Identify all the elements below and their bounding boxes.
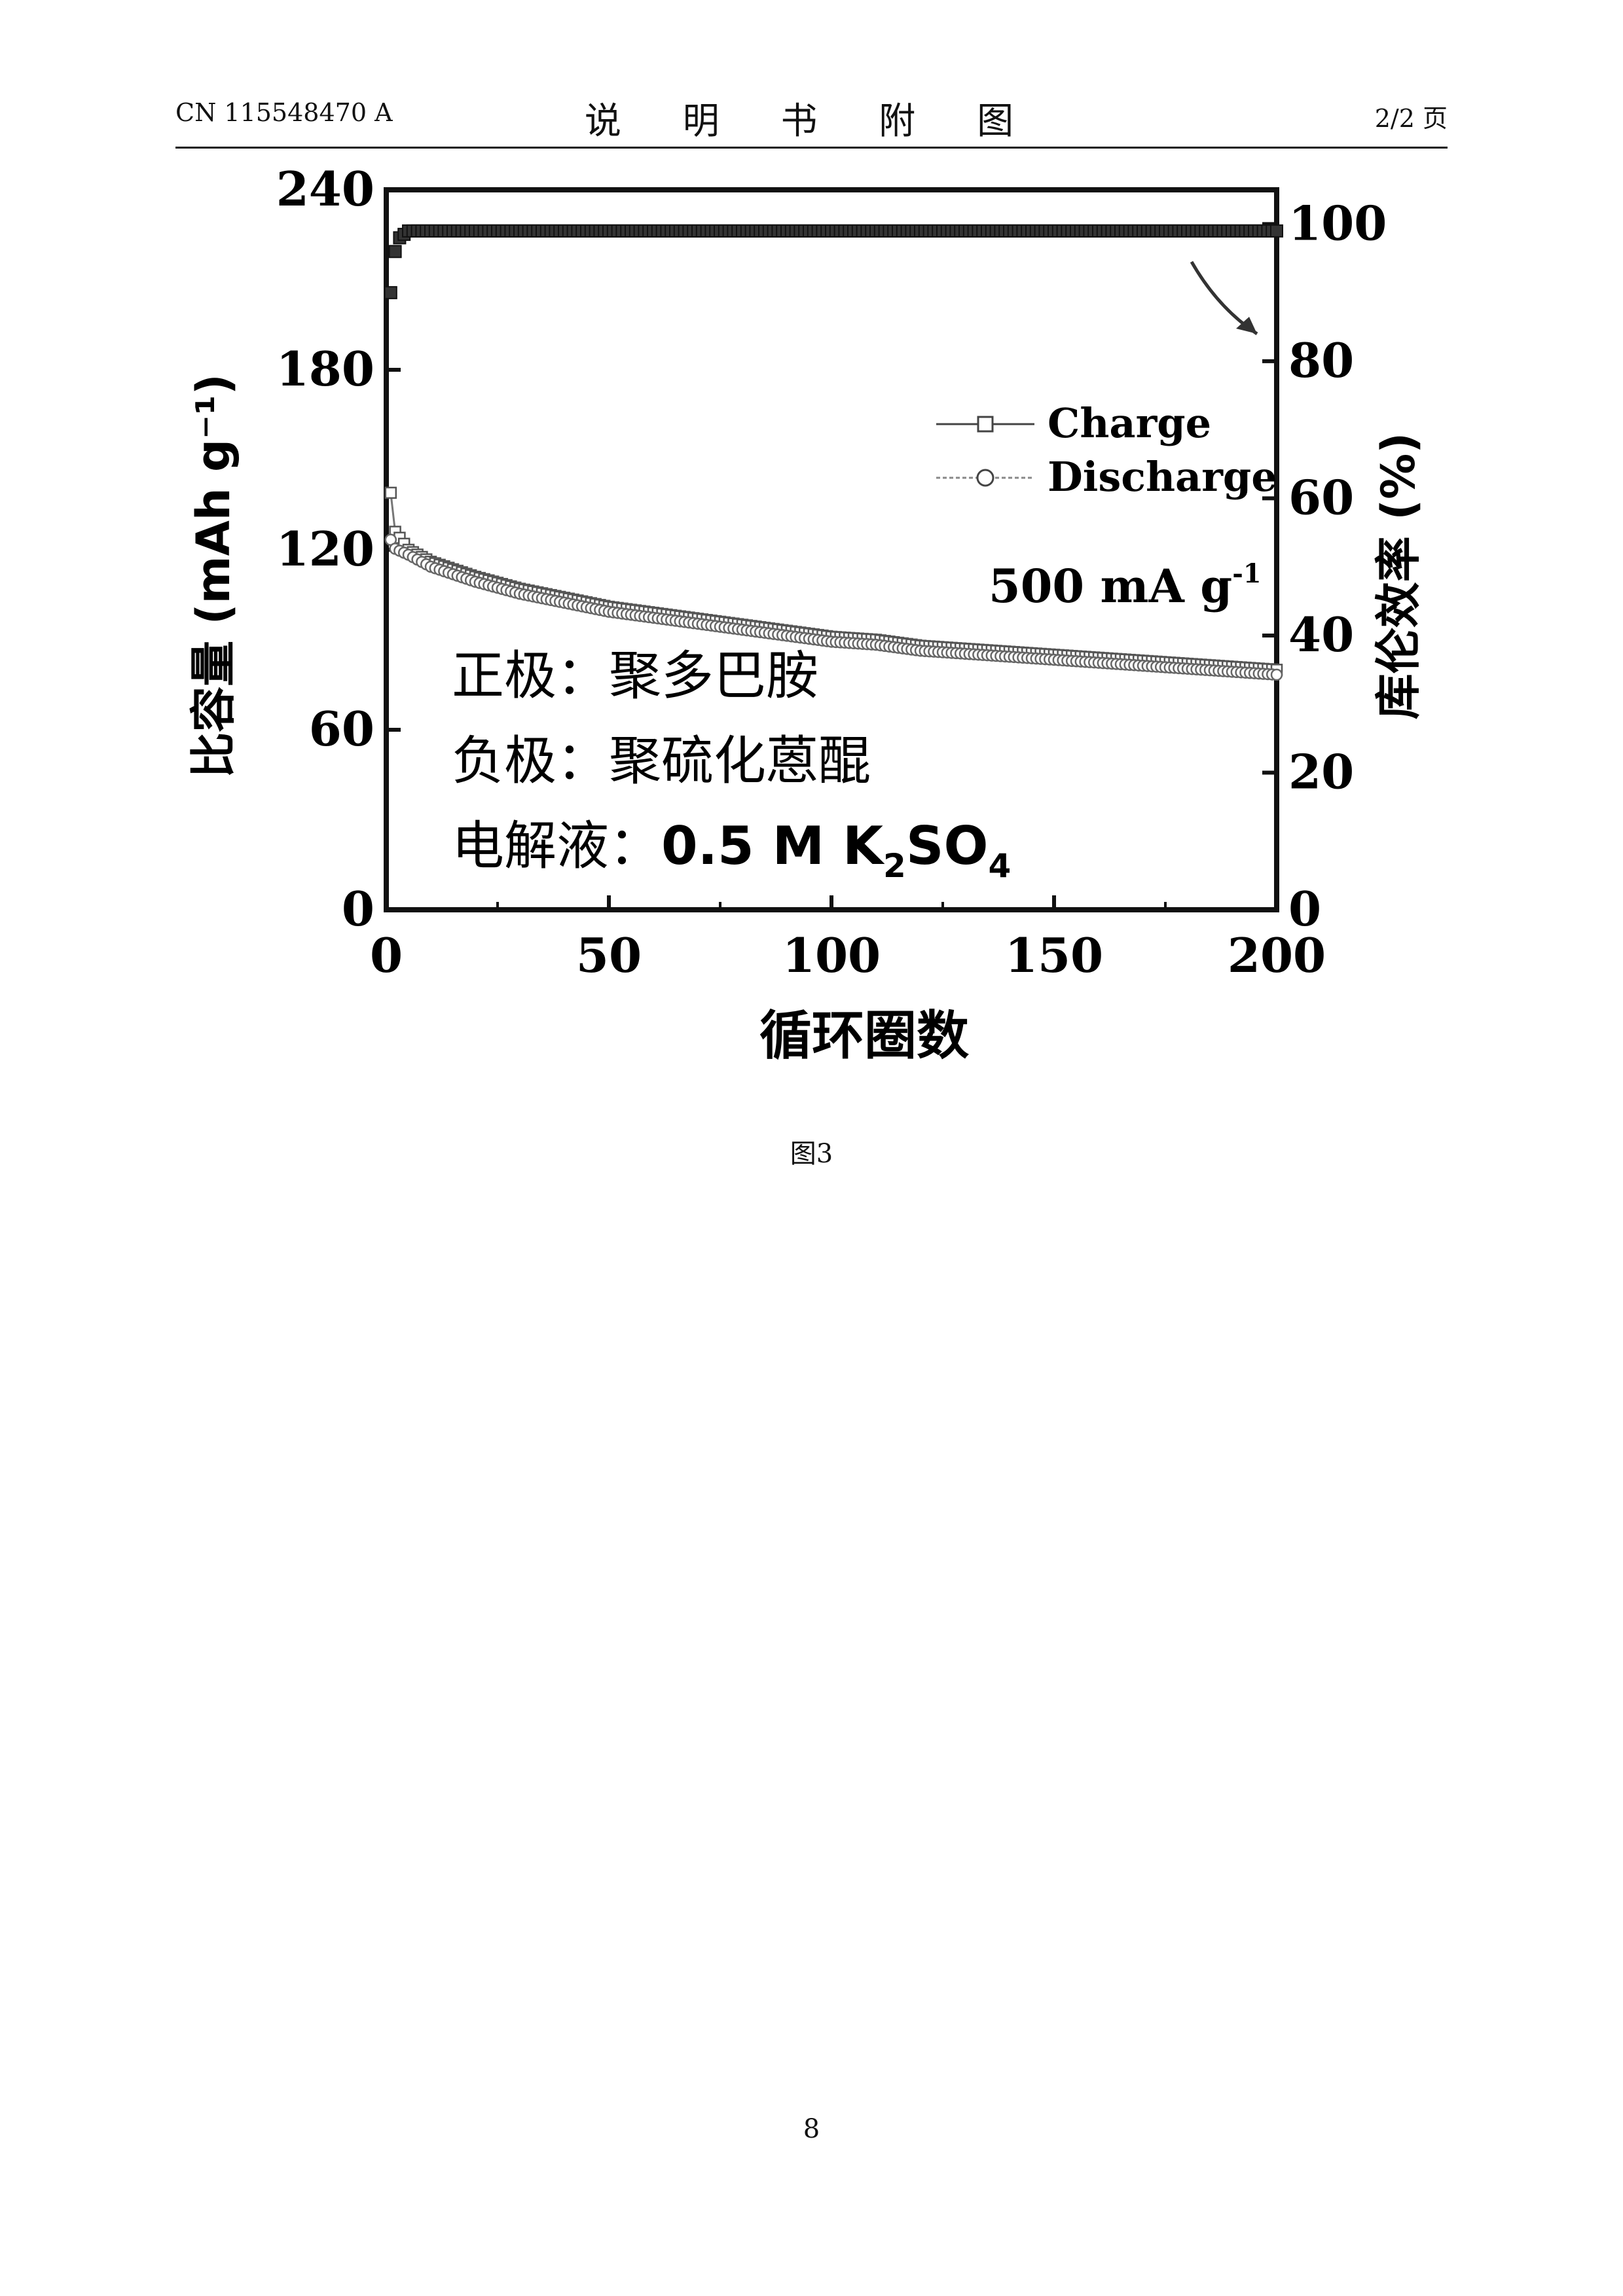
y-right-tick-label: 60 (1288, 469, 1354, 525)
page-number: 8 (803, 2114, 820, 2144)
data-layer (384, 224, 1283, 681)
legend-discharge-marker (976, 469, 994, 487)
legend-discharge-label: Discharge (1048, 453, 1277, 501)
x-tick-label: 100 (782, 927, 881, 983)
x-tick-label: 50 (576, 927, 642, 983)
y-axis-left-label: 比容量 (mAh g⁻¹) (187, 374, 240, 778)
efficiency-point (384, 286, 397, 300)
legend: Charge Discharge (936, 399, 1277, 501)
x-tick-label: 0 (370, 927, 403, 983)
series-discharge (384, 533, 1283, 681)
x-axis-label: 循环圈数 (759, 1005, 969, 1066)
rate-label: 500 mA g-1 (989, 558, 1262, 613)
efficiency-point (388, 245, 402, 259)
legend-charge-label: Charge (1048, 399, 1211, 447)
discharge-point (1270, 668, 1283, 681)
y-right-tick-label: 100 (1288, 195, 1387, 251)
y-axis-right-label: 库伦效率 (%) (1372, 433, 1425, 720)
plot-frame (384, 187, 1279, 912)
charge-point (384, 486, 397, 499)
x-tick-label: 200 (1228, 927, 1326, 983)
figure-caption: 图3 (790, 1139, 833, 1169)
annotation-arrow-head (1236, 317, 1257, 334)
efficiency-point (1270, 224, 1283, 238)
anode-label: 负极：聚硫化蒽醌 (452, 730, 871, 791)
legend-charge-marker (977, 416, 994, 433)
electrolyte-label: 电解液：0.5 M K2SO4 (452, 816, 1011, 885)
y-right-tick-label: 80 (1288, 332, 1354, 388)
cathode-label: 正极：聚多巴胺 (452, 645, 818, 706)
header-left: CN 115548470 A (175, 98, 393, 127)
y-left-tick-label: 240 (276, 161, 374, 217)
header-title: 说 明 书 附 图 (584, 100, 1039, 143)
y-left-tick-label: 120 (276, 521, 374, 577)
y-left-tick-label: 0 (342, 881, 374, 937)
series-coulombic-efficiency (384, 224, 1283, 300)
header-rule (175, 147, 1448, 149)
y-right-tick-label: 0 (1288, 881, 1321, 937)
y-right-tick-label: 20 (1288, 744, 1354, 799)
y-right-tick-label: 40 (1288, 607, 1354, 662)
header-right: 2/2 页 (1374, 104, 1448, 133)
y-left-tick-label: 60 (309, 701, 374, 757)
y-left-tick-label: 180 (276, 341, 374, 397)
x-tick-label: 150 (1005, 927, 1103, 983)
